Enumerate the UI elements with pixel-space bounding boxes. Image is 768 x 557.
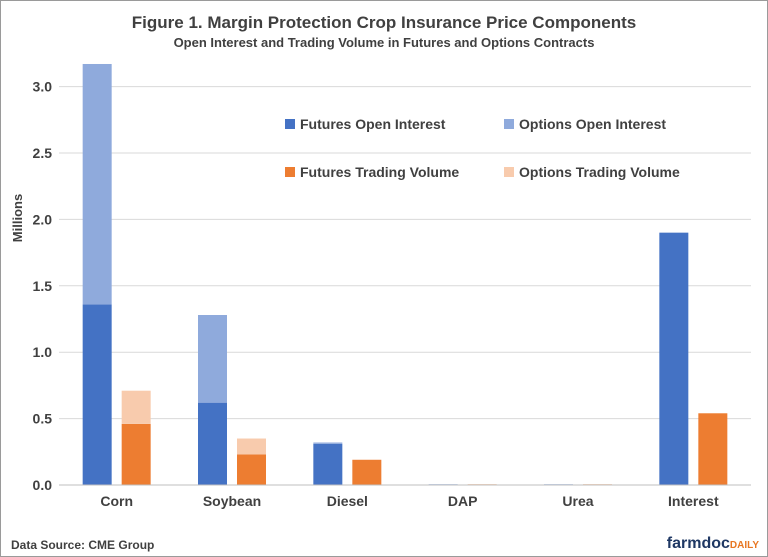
y-tick-label: 3.0 [33,79,53,95]
legend-label: Options Open Interest [519,116,666,132]
x-tick-label: Soybean [203,493,261,509]
farmdoc-logo: farmdocDAILY [667,535,760,552]
legend-label: Options Trading Volume [519,164,680,180]
legend-swatch [504,119,514,129]
y-tick-label: 0.0 [33,477,53,493]
bar-futures-trading-volume-soybean [237,454,266,485]
y-tick-label: 0.5 [33,411,53,427]
bar-options-open-interest-corn [82,63,112,305]
logo-text-daily: DAILY [730,540,759,551]
y-tick-label: 1.5 [33,278,53,294]
bar-futures-trading-volume-diesel [352,459,382,485]
gridlines [59,86,751,420]
bar-futures-open-interest-soybean [198,402,227,485]
bar-options-open-interest-diesel [313,442,343,444]
bar-options-trading-volume-corn [121,390,151,424]
legend-label: Futures Open Interest [300,116,446,132]
y-tick-label: 1.0 [33,344,53,360]
x-tick-label: Corn [100,493,133,509]
y-tick-labels: 0.0 0.5 1.0 1.5 2.0 2.5 3.0 [33,79,53,493]
legend-label: Futures Trading Volume [300,164,459,180]
x-tick-label: Urea [562,493,593,509]
bar-futures-trading-volume-corn [121,423,151,485]
chart-title: Figure 1. Margin Protection Crop Insuran… [132,13,636,32]
logo-text-farmdoc: farmdoc [667,535,730,552]
data-source-note: Data Source: CME Group [11,538,154,552]
bar-options-trading-volume-soybean [237,438,266,455]
bars [82,63,728,486]
bar-futures-open-interest-interest [659,232,689,485]
bar-futures-trading-volume-interest [698,413,728,485]
y-axis-label: Millions [10,194,25,242]
chart-subtitle: Open Interest and Trading Volume in Futu… [174,35,595,50]
x-tick-label: Interest [668,493,719,509]
bar-futures-open-interest-diesel [313,443,343,485]
legend: Futures Open Interest Options Open Intere… [285,116,680,180]
svg-text:farmdocDAILY: farmdocDAILY [667,535,760,552]
bar-futures-open-interest-corn [82,304,112,485]
legend-swatch [504,167,514,177]
legend-swatch [285,167,295,177]
legend-swatch [285,119,295,129]
x-tick-label: Diesel [327,493,368,509]
y-tick-label: 2.0 [33,211,53,227]
x-tick-labels: Corn Soybean Diesel DAP Urea Interest [100,493,719,509]
bar-options-open-interest-soybean [198,315,227,403]
y-tick-label: 2.5 [33,145,53,161]
x-tick-label: DAP [448,493,478,509]
